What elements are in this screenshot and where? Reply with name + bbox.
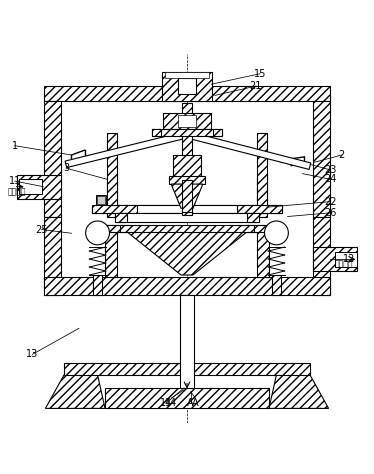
Bar [178, 78, 196, 94]
Polygon shape [186, 131, 311, 169]
Bar [107, 177, 117, 217]
Bar [151, 129, 161, 136]
Bar [169, 176, 205, 184]
Bar [245, 226, 269, 232]
Bar [92, 205, 137, 213]
Text: 21: 21 [250, 81, 262, 91]
Bar [257, 133, 267, 205]
Text: 低压进气: 低压进气 [7, 187, 26, 196]
Bar [93, 275, 102, 295]
Bar [163, 113, 211, 129]
Bar [43, 277, 331, 295]
Bar [137, 205, 237, 213]
Bar [64, 363, 310, 375]
Bar [116, 213, 127, 222]
Polygon shape [45, 375, 105, 409]
Bar [105, 388, 269, 409]
Bar [182, 181, 192, 212]
Text: 25: 25 [36, 225, 48, 235]
Polygon shape [65, 131, 188, 168]
Text: A: A [192, 398, 199, 408]
Polygon shape [171, 184, 203, 208]
Text: 23: 23 [324, 165, 337, 175]
Text: 15: 15 [254, 69, 266, 79]
Bar [213, 129, 223, 136]
Bar [313, 217, 331, 295]
Bar [151, 129, 223, 136]
Bar [19, 179, 42, 194]
Text: 13: 13 [26, 349, 39, 359]
Bar [313, 101, 331, 217]
Bar [97, 196, 105, 204]
Text: 高压出气: 高压出气 [335, 259, 353, 268]
Text: A: A [187, 398, 194, 408]
Circle shape [86, 221, 110, 245]
Text: 3: 3 [63, 163, 69, 173]
Bar [335, 252, 357, 267]
Bar [162, 72, 212, 101]
Text: 11: 11 [9, 176, 21, 186]
Bar [105, 226, 117, 277]
Text: 2: 2 [338, 150, 345, 160]
Bar [43, 101, 61, 217]
Bar [178, 115, 196, 127]
Bar [257, 226, 269, 277]
Text: 14: 14 [160, 398, 173, 408]
Polygon shape [269, 375, 329, 409]
Bar [43, 86, 331, 101]
Text: 12: 12 [343, 255, 355, 264]
Bar [18, 174, 61, 199]
Text: 14: 14 [165, 398, 178, 408]
Bar [116, 213, 258, 222]
Text: 26: 26 [324, 208, 337, 218]
Bar [173, 155, 201, 177]
Bar [180, 295, 194, 388]
Bar [182, 103, 192, 215]
Bar [120, 226, 254, 232]
Bar [107, 133, 117, 205]
Circle shape [264, 221, 288, 245]
Bar [96, 195, 106, 205]
Bar [105, 226, 129, 232]
Text: 1: 1 [12, 141, 18, 151]
Bar [257, 177, 267, 217]
Bar [272, 275, 281, 295]
Bar [43, 217, 61, 295]
Bar [165, 72, 209, 78]
Text: 24: 24 [324, 174, 337, 184]
Text: 22: 22 [324, 197, 337, 207]
Bar [247, 213, 258, 222]
Bar [237, 205, 282, 213]
Polygon shape [128, 232, 246, 275]
Bar [92, 205, 282, 213]
Bar [313, 247, 356, 272]
